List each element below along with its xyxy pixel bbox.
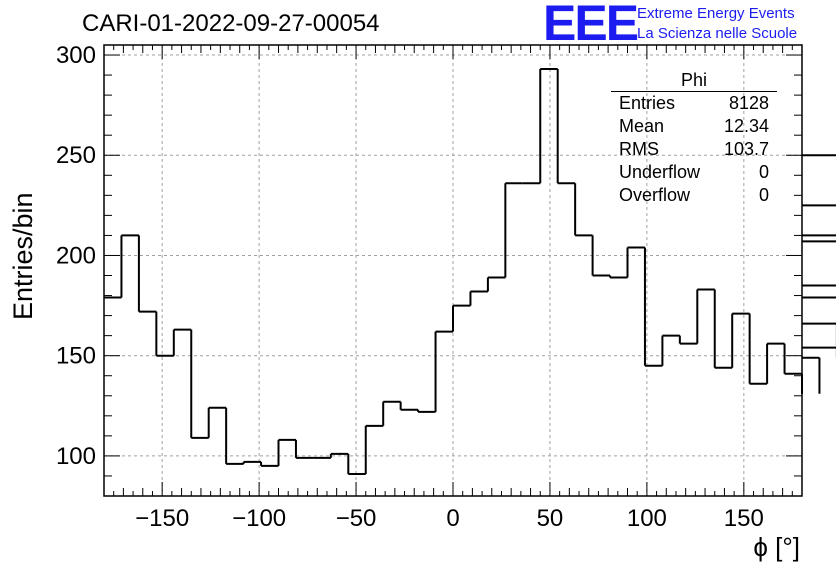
y-tick-label: 250 xyxy=(56,142,96,169)
histogram-bin xyxy=(802,356,821,394)
x-tick-label: −100 xyxy=(232,505,286,532)
histogram-bin xyxy=(731,312,750,368)
histogram-bin xyxy=(277,438,296,466)
histogram-bin xyxy=(364,424,384,474)
y-axis-label: Entries/bin xyxy=(8,192,38,320)
histogram-bin xyxy=(802,154,836,157)
histogram-bin xyxy=(347,453,366,475)
stats-value: 12.34 xyxy=(723,116,769,136)
histogram-bin xyxy=(452,304,471,332)
stats-row-overflow: Overflow 0 xyxy=(611,184,777,207)
x-tick-label: 0 xyxy=(446,505,459,532)
stats-label: Mean xyxy=(619,116,665,136)
stats-value: 0 xyxy=(758,185,769,205)
histogram-bin xyxy=(748,313,768,385)
histogram-bin xyxy=(399,401,419,411)
histogram-bin xyxy=(713,289,733,369)
x-tick-label: 50 xyxy=(537,505,564,532)
histogram-bin xyxy=(802,204,836,207)
stats-title: Phi xyxy=(611,70,777,92)
y-tick-label: 300 xyxy=(56,42,96,69)
histogram-bin xyxy=(207,406,227,438)
chart-title: CARI-01-2022-09-27-00054 xyxy=(82,10,380,37)
stats-row-underflow: Underflow 0 xyxy=(611,161,777,184)
histogram-bin xyxy=(591,235,611,277)
histogram-bin xyxy=(155,311,174,357)
histogram-bin xyxy=(802,296,836,299)
histogram-bin xyxy=(696,288,715,344)
histogram-bin xyxy=(609,275,628,279)
histogram-bin xyxy=(417,409,436,413)
stats-label: Overflow xyxy=(619,185,691,205)
histogram-bin xyxy=(556,69,576,185)
eee-logo: EEE xyxy=(543,0,639,51)
histogram-bin xyxy=(190,329,209,439)
histogram-bin xyxy=(766,342,785,384)
histogram-bin xyxy=(294,439,314,459)
y-tick-label: 150 xyxy=(56,343,96,370)
histogram-bin xyxy=(802,234,836,237)
histogram-bin xyxy=(802,346,836,349)
x-axis-label: ϕ [°] xyxy=(753,532,800,562)
logo-line-2: La Scienza nelle Scuole xyxy=(637,25,798,42)
x-tick-label: 100 xyxy=(627,505,667,532)
stats-value: 103.7 xyxy=(723,139,769,159)
histogram-bin xyxy=(661,334,680,366)
stats-label: Entries xyxy=(619,93,676,113)
histogram-bin xyxy=(329,452,349,458)
logo-line-1: Extreme Energy Events xyxy=(637,5,795,22)
histogram-bin xyxy=(120,234,139,298)
x-tick-label: −150 xyxy=(135,505,189,532)
histogram-bin xyxy=(242,460,262,464)
stats-row-entries: Entries 8128 xyxy=(611,92,777,115)
x-tick-label: 150 xyxy=(724,505,764,532)
histogram-bin xyxy=(172,328,192,356)
histogram-bin xyxy=(783,343,802,375)
stats-row-mean: Mean 12.34 xyxy=(611,115,777,138)
histogram-bin xyxy=(382,400,401,426)
histogram-bin xyxy=(678,335,698,345)
stats-row-rms: RMS 103.7 xyxy=(611,138,777,161)
histogram-bin xyxy=(802,322,836,358)
stats-box: Phi Entries 8128 Mean 12.34 RMS 103.7 Un… xyxy=(611,70,777,207)
histogram-bin xyxy=(260,461,279,467)
stats-label: Underflow xyxy=(619,162,701,182)
histogram-bin xyxy=(486,276,506,292)
histogram-bin xyxy=(574,183,593,237)
histogram-bin xyxy=(643,247,663,367)
y-tick-label: 200 xyxy=(56,242,96,269)
histogram-bin xyxy=(802,284,836,287)
histogram-bin xyxy=(539,68,558,184)
stats-label: RMS xyxy=(619,139,659,159)
y-tick-label: 100 xyxy=(56,443,96,470)
histogram-bin xyxy=(626,246,645,278)
stats-value: 8128 xyxy=(728,93,769,113)
stats-value: 0 xyxy=(758,162,769,182)
histogram-bin xyxy=(469,290,488,306)
histogram-bin xyxy=(434,330,453,412)
histogram-bin xyxy=(504,182,523,278)
histogram-bin xyxy=(802,240,836,243)
x-tick-label: −50 xyxy=(336,505,377,532)
histogram-bin xyxy=(137,235,157,313)
histogram-bin xyxy=(225,407,244,465)
